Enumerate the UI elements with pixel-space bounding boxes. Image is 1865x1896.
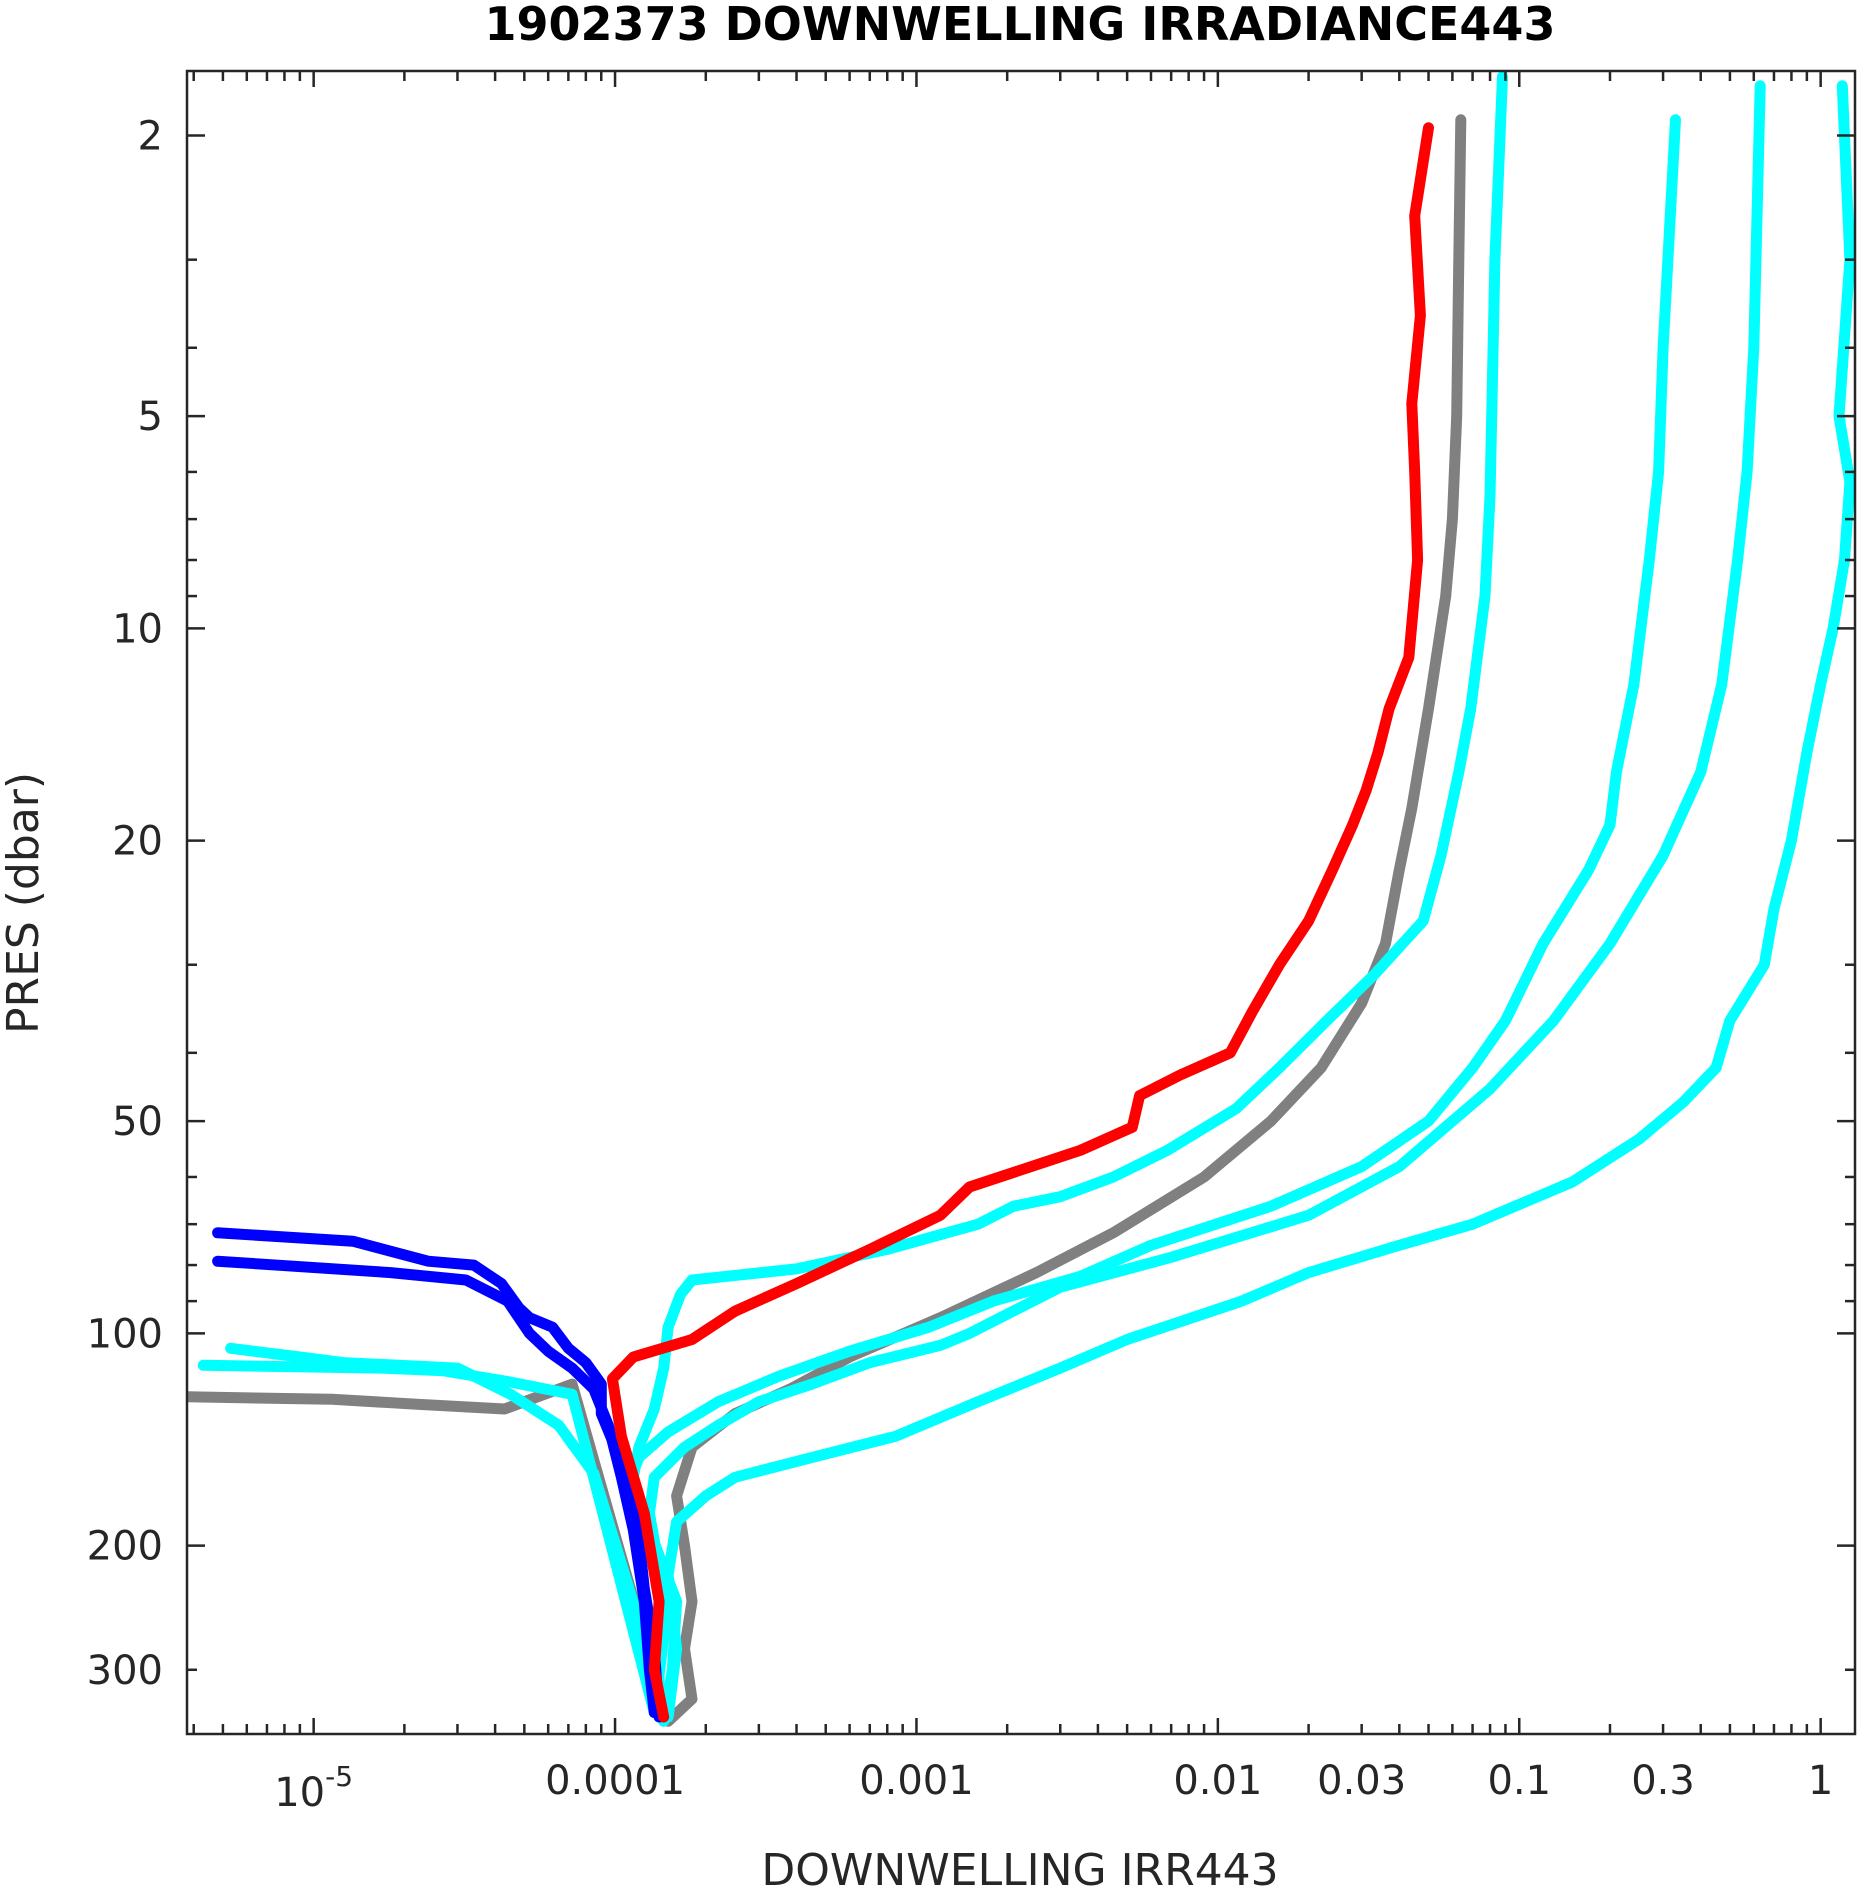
y-tick-label: 50 [112,1099,163,1145]
y-axis-label: PRES (dbar) [0,772,49,1034]
x-tick-label: 0.01 [1173,1758,1262,1804]
x-tick-label: 0.1 [1487,1758,1551,1804]
series-line-4 [197,80,1766,1719]
y-tick-label: 300 [87,1648,163,1694]
x-tick-label: 0.001 [859,1758,974,1804]
x-axis-label: DOWNWELLING IRR443 [761,1845,1278,1896]
series-line-5 [225,80,1855,1723]
y-tick-label: 5 [138,394,163,440]
x-tick-label: 0.03 [1317,1758,1406,1804]
x-tick-label: 10-5 [274,1760,353,1816]
y-tick-label: 20 [112,819,163,865]
x-tick-label: 0.3 [1631,1758,1695,1804]
series-layer [187,71,1855,1727]
y-tick-label: 100 [87,1311,163,1357]
chart-title: 1902373 DOWNWELLING IRRADIANCE443 [485,0,1556,51]
ticks-layer [187,71,1855,1734]
x-tick-labels: 10-5 0.0001 0.001 0.01 0.03 0.1 0.3 1 [274,1758,1833,1816]
series-line-3 [622,114,1681,1723]
y-tick-labels: 2 5 10 20 50 100 200 300 [87,114,163,1694]
plot-frame [185,69,1857,1736]
y-tick-label: 10 [112,606,163,652]
y-tick-label: 200 [87,1524,163,1570]
series-line-2 [627,71,1508,1727]
series-line-1 [187,114,1467,1727]
series-line-7 [212,1255,660,1719]
x-tick-label: 0.0001 [545,1758,685,1804]
x-tick-label: 1 [1808,1758,1833,1804]
y-tick-label: 2 [138,114,163,160]
series-line-8 [606,122,1434,1723]
